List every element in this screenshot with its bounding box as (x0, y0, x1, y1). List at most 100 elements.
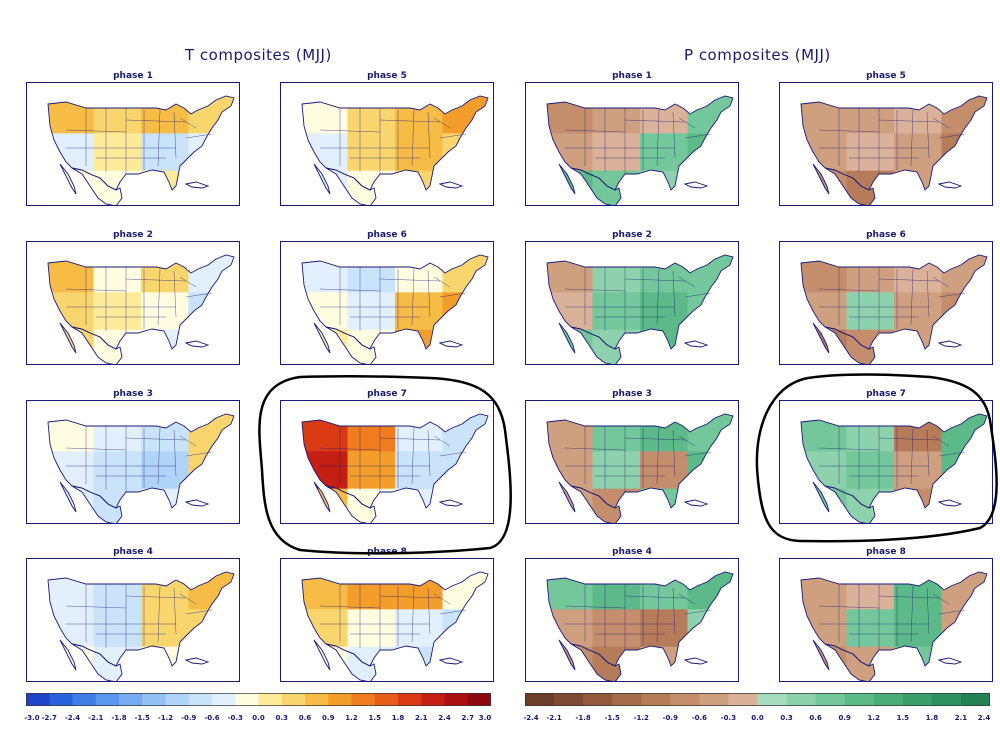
p-colorbar-swatch (902, 693, 933, 706)
t-colorbar-swatch (374, 693, 399, 706)
p-phase-4-panel: phase 4 (525, 547, 739, 682)
p-colorbar-tick-label: -2.4 (523, 714, 539, 722)
t-colorbar-tick-label: -2.7 (41, 714, 57, 722)
p-colorbar-swatch (786, 693, 817, 706)
t-colorbar-tick-label: -0.3 (227, 714, 243, 722)
p-phase-1-anomaly-cell (592, 133, 641, 172)
p-colorbar-tick-label: -0.3 (720, 714, 737, 722)
p-phase-8-panel: phase 8 (779, 547, 993, 682)
p-colorbar-swatch (873, 693, 904, 706)
p-colorbar: -2.4 -2.1 -1.8 -1.5 -1.2 -0.9 -0.6 -0.3 0.0 0.3 0.… (523, 693, 991, 727)
p-colorbar-swatch (641, 693, 671, 706)
t-colorbar-ticks: -3.0 -2.7 -2.4 -2.1 -1.8 -1.5 -1.2 -0.9 -0.6 -0.3… (24, 714, 491, 724)
t-colorbar-tick-label: -0.9 (181, 714, 197, 722)
t-colorbar: -3.0 -2.7 -2.4 -2.1 -1.8 -1.5 -1.2 -0.9 -0.6 -0.3… (24, 693, 491, 727)
t-colorbar-swatch (72, 693, 97, 706)
p-phase-1-panel: phase 1 (525, 71, 739, 206)
p-phase-5-map (779, 82, 993, 206)
t-colorbar-tick-label: -2.1 (88, 714, 104, 722)
t-phase-6-panel: phase 6 (280, 230, 494, 365)
t-phase-2-panel: phase 2 (26, 230, 240, 365)
p-phase-3-panel-label: phase 3 (612, 389, 652, 399)
p-colorbar-swatch (554, 693, 584, 706)
p-colorbar-swatch (728, 693, 758, 706)
p-phase-7-panel: phase 7 (779, 389, 993, 524)
t-colorbar-swatch (467, 693, 491, 706)
t-colorbar-swatch (235, 693, 259, 706)
p-phase-4-anomaly-cell (592, 609, 641, 648)
p-colorbar-tick-label: -2.1 (546, 714, 562, 722)
t-colorbar-tick-label: 2.1 (415, 714, 428, 722)
p-colorbar-swatch (757, 693, 787, 706)
p-phase-2-panel: phase 2 (525, 230, 739, 365)
p-phase-8-panel-label: phase 8 (866, 547, 906, 557)
p-colorbar-tick-label: 1.5 (896, 714, 910, 722)
p-colorbar-tick-label: 2.4 (977, 714, 991, 722)
t-colorbar-swatch (398, 693, 422, 706)
p-colorbar-tick-label: 0.3 (780, 714, 793, 722)
t-colorbar-tick-label: 1.5 (368, 714, 381, 722)
p-phase-7-panel-label: phase 7 (866, 389, 906, 399)
t-phase-6-panel-label: phase 6 (367, 230, 407, 240)
p-colorbar-tick-label: -1.5 (604, 714, 620, 722)
t-phase-8-panel: phase 8 (280, 547, 494, 682)
t-colorbar-swatch (142, 693, 166, 706)
t-phase-7-anomaly-cell (347, 451, 396, 490)
t-phase-7-panel: phase 7 (280, 389, 494, 524)
p-colorbar-tick-label: 2.1 (954, 714, 968, 722)
p-phase-7-map (779, 400, 993, 524)
t-colorbar-tick-label: -1.8 (111, 714, 127, 722)
p-phase-6-map (779, 241, 993, 365)
t-colorbar-swatch (95, 693, 120, 706)
p-colorbar-tick-label: -1.8 (575, 714, 591, 722)
t-phase-4-panel: phase 4 (26, 547, 240, 682)
t-phase-2-map (26, 241, 240, 365)
p-phase-6-anomaly-cell (846, 292, 895, 331)
t-colorbar-swatch (188, 693, 213, 706)
p-colorbar-swatch (525, 693, 555, 706)
t-phase-1-panel-label: phase 1 (113, 71, 153, 81)
p-phase-1-map (525, 82, 739, 206)
t-phase-4-anomaly-cell (93, 609, 142, 648)
p-phase-6-panel-label: phase 6 (866, 230, 906, 240)
t-colorbar-tick-label: -1.5 (134, 714, 150, 722)
t-colorbar-tick-label: 1.8 (391, 714, 405, 722)
t-colorbar-swatches (26, 693, 491, 706)
t-colorbar-swatch (421, 693, 445, 706)
p-colorbar-swatch (612, 693, 642, 706)
p-colorbar-swatch (699, 693, 729, 706)
p-phase-3-anomaly-cell (592, 451, 641, 490)
t-phase-7-map (280, 400, 494, 524)
p-phase-3-map (525, 400, 739, 524)
p-colorbar-tick-label: -0.6 (691, 714, 708, 722)
t-phase-5-map (280, 82, 494, 206)
t-colorbar-swatch (351, 693, 376, 706)
p-colorbar-swatches (525, 693, 990, 706)
p-colorbar-swatch (931, 693, 962, 706)
p-colorbar-tick-label: 1.2 (867, 714, 880, 722)
t-colorbar-swatch (49, 693, 73, 706)
p-phase-4-map (525, 558, 739, 682)
t-phase-6-anomaly-cell (347, 292, 396, 331)
t-phase-5-panel: phase 5 (280, 71, 494, 206)
p-colorbar-tick-label: 0.9 (838, 714, 851, 722)
t-phase-3-panel-label: phase 3 (113, 389, 153, 399)
p-composites-title: P composites (MJJ) (684, 46, 831, 64)
p-phase-2-anomaly-cell (592, 292, 641, 331)
t-colorbar-tick-label: 0.6 (298, 714, 312, 722)
p-phase-5-panel-label: phase 5 (866, 71, 906, 81)
t-colorbar-swatch (212, 693, 236, 706)
t-colorbar-swatch (281, 693, 306, 706)
p-colorbar-tick-label: 0.6 (809, 714, 822, 722)
t-phase-3-anomaly-cell (93, 451, 142, 490)
t-phase-5-anomaly-cell (347, 133, 396, 172)
p-phase-2-map (525, 241, 739, 365)
t-colorbar-tick-label: 0.0 (252, 714, 265, 722)
p-phase-7-anomaly-cell (846, 451, 895, 490)
p-phase-3-panel: phase 3 (525, 389, 739, 524)
t-phase-6-map (280, 241, 494, 365)
t-colorbar-tick-label: 1.2 (345, 714, 358, 722)
p-colorbar-swatch (670, 693, 700, 706)
t-phase-4-panel-label: phase 4 (113, 547, 153, 557)
t-phase-2-anomaly-cell (93, 292, 142, 331)
